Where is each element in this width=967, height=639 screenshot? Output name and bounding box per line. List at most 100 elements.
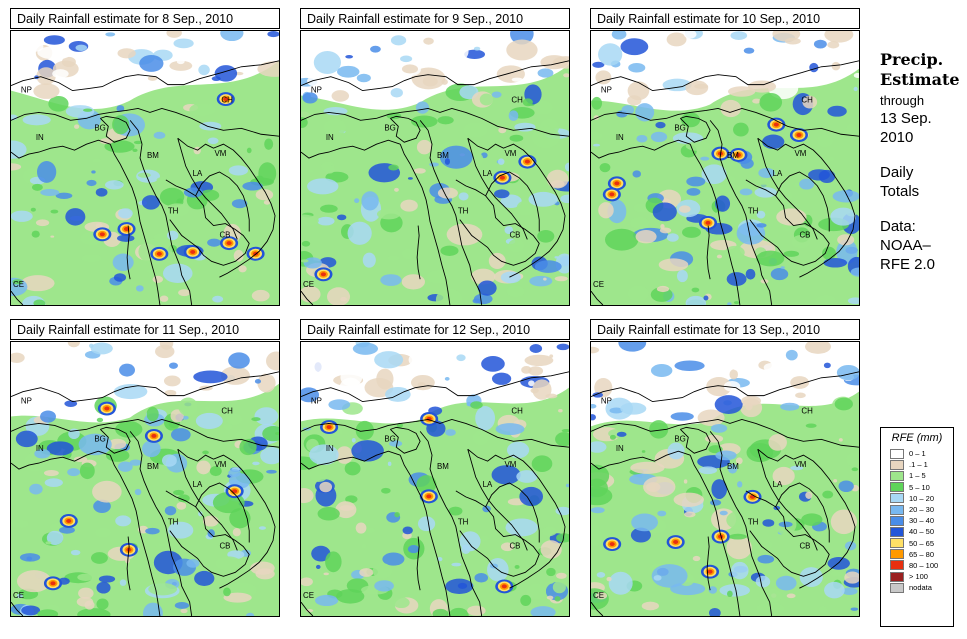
country-border	[11, 290, 24, 305]
rain-cell	[723, 381, 741, 392]
rain-cell	[92, 158, 102, 163]
country-border	[301, 290, 314, 305]
rain-cell	[733, 122, 749, 137]
rain-cell	[715, 183, 742, 195]
country-border	[177, 138, 238, 240]
rain-cell	[650, 364, 673, 377]
rain-cell	[591, 507, 605, 514]
side-daily-line1: Daily	[880, 164, 914, 181]
rain-cell	[726, 509, 760, 531]
rain-cell	[251, 417, 261, 422]
country-border	[757, 449, 818, 551]
rain-cell	[621, 105, 635, 115]
rainfall-map: NP CH IN BG BM VM LA TH CB CE	[10, 30, 280, 306]
rain-cell	[301, 372, 308, 380]
rain-cell	[307, 178, 339, 195]
rain-cell	[416, 475, 437, 494]
rain-cell	[592, 61, 605, 68]
rainfall-map: NP CH IN BG BM VM LA TH CB CE	[300, 341, 570, 617]
rain-cell	[48, 95, 69, 112]
rain-core	[499, 175, 505, 180]
rain-cell	[99, 138, 114, 145]
country-border	[177, 448, 276, 589]
rain-cell	[176, 58, 185, 65]
legend-label: 5 – 10	[909, 482, 930, 492]
legend-item: 0 – 1	[890, 448, 953, 459]
country-border	[745, 179, 830, 266]
legend-label: 0 – 1	[909, 449, 926, 459]
legend-label: .1 – 1	[909, 460, 928, 470]
rain-cell	[799, 178, 815, 190]
rain-cell	[533, 100, 553, 115]
rain-cell	[226, 413, 243, 426]
rain-cell	[804, 265, 815, 272]
rain-cell	[147, 75, 158, 81]
map-label-bg: BG	[674, 123, 685, 132]
country-border	[129, 431, 193, 616]
rain-cell	[524, 354, 554, 367]
rain-cell	[96, 417, 104, 423]
side-daily-line2: Totals	[880, 183, 920, 200]
rain-cell	[323, 572, 329, 576]
rain-cell	[11, 163, 22, 171]
rain-cell	[708, 586, 717, 594]
rain-cell	[809, 62, 819, 73]
rain-cell	[715, 195, 731, 212]
rain-cell	[33, 83, 60, 99]
rain-cell	[207, 529, 215, 538]
legend-label: nodata	[909, 583, 932, 593]
rain-cell	[506, 441, 530, 459]
rain-cell	[540, 540, 562, 559]
rain-cell	[138, 346, 145, 352]
rain-cell	[301, 240, 311, 247]
rainfall-map: NP CH IN BG BM VM LA TH CB CE	[590, 30, 860, 306]
rain-cell	[730, 31, 748, 40]
rainfall-map: NP CH IN BG BM VM LA TH CB CE	[10, 341, 280, 617]
rain-cell	[592, 392, 604, 398]
rain-cell	[323, 118, 347, 136]
rain-cell	[232, 528, 241, 537]
rain-cell	[325, 342, 343, 358]
rain-cell	[561, 428, 569, 433]
rain-cell	[356, 73, 371, 83]
rain-cell	[756, 250, 785, 267]
legend-label: 10 – 20	[909, 493, 935, 503]
rain-cell	[75, 44, 88, 51]
side-data-line2: NOAA–	[880, 237, 931, 254]
rain-cell	[78, 587, 94, 599]
rain-cell	[260, 447, 279, 465]
map-label-th: TH	[748, 207, 759, 216]
map-label-in: IN	[326, 444, 334, 453]
rain-cell	[726, 590, 733, 598]
panel-title: Daily Rainfall estimate for 13 Sep., 201…	[590, 319, 860, 340]
rain-cell	[323, 164, 336, 174]
rain-cell	[729, 369, 739, 380]
rain-core	[151, 433, 157, 438]
panel-title: Daily Rainfall estimate for 9 Sep., 2010	[300, 8, 570, 29]
rain-cell	[376, 208, 401, 220]
rain-cell	[79, 462, 95, 480]
rain-cell	[786, 593, 796, 599]
rain-cell	[93, 59, 129, 75]
rain-cell	[370, 45, 381, 53]
panel-title: Daily Rainfall estimate for 11 Sep., 201…	[10, 319, 280, 340]
map-label-bg: BG	[384, 434, 395, 443]
rain-cell	[156, 176, 171, 183]
rain-cell	[160, 440, 173, 450]
rain-cell	[546, 595, 554, 600]
map-label-th: TH	[168, 518, 179, 527]
map-label-vm: VM	[214, 460, 226, 469]
rain-cell	[355, 522, 367, 534]
rain-cell	[429, 162, 439, 167]
rain-cell	[479, 93, 494, 106]
rain-cell	[445, 429, 456, 436]
rain-cell	[682, 226, 701, 238]
rain-cell	[73, 456, 88, 463]
legend-swatch	[890, 571, 904, 582]
rain-cell	[158, 543, 166, 547]
map-label-la: LA	[193, 480, 203, 489]
rain-cell	[838, 480, 854, 493]
country-border	[680, 426, 711, 454]
rain-cell	[171, 428, 191, 442]
